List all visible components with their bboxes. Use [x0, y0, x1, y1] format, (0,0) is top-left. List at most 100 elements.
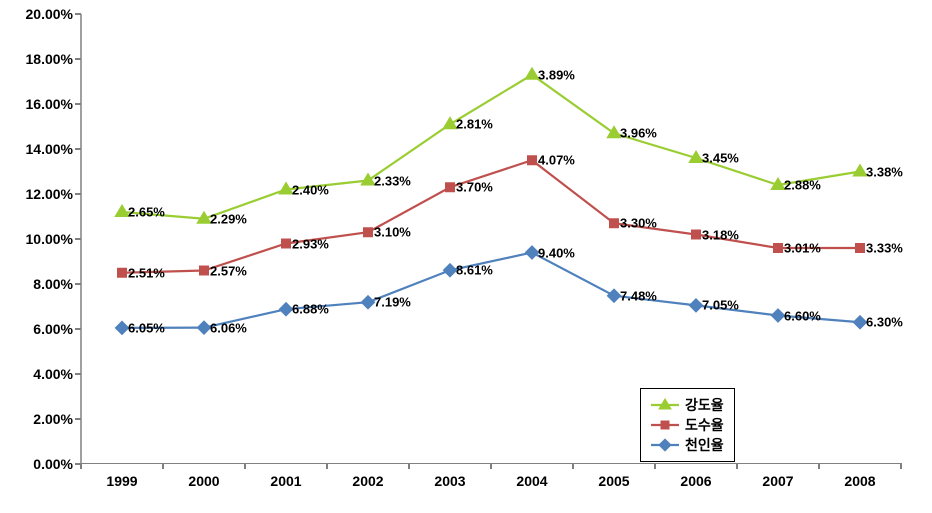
legend-item: 도수율 [651, 415, 724, 435]
data-label: 6.88% [292, 302, 329, 317]
data-label: 6.30% [866, 315, 903, 330]
x-axis-tick-mark [326, 463, 328, 469]
series-marker [853, 164, 867, 176]
y-axis-tick-label: 14.00% [26, 141, 73, 157]
data-label: 6.05% [128, 320, 165, 335]
series-marker [115, 205, 129, 217]
y-axis-tick-mark [75, 148, 81, 150]
series-marker [197, 321, 210, 334]
data-label: 3.30% [620, 216, 657, 231]
series-marker [856, 244, 865, 253]
y-axis-tick-label: 6.00% [33, 321, 73, 337]
data-label: 2.33% [374, 173, 411, 188]
data-label: 3.18% [702, 227, 739, 242]
x-axis-tick-label: 2005 [598, 473, 629, 489]
data-label: 3.10% [374, 225, 411, 240]
series-marker [692, 230, 701, 239]
line-chart: 0.00% 2.00% 4.00% 6.00% 8.00% 10.00% 12.00% 14.… [0, 0, 932, 513]
data-label: 6.06% [210, 320, 247, 335]
x-axis-tick-mark [572, 463, 574, 469]
x-axis-tick-mark [162, 463, 164, 469]
series-marker [118, 268, 127, 277]
y-axis-tick-mark [75, 58, 81, 60]
data-label: 2.57% [210, 263, 247, 278]
data-label: 3.96% [620, 126, 657, 141]
y-axis-tick-mark [75, 13, 81, 15]
series-marker [115, 321, 128, 334]
legend-label: 강도율 [685, 395, 724, 415]
legend-label: 도수율 [685, 415, 724, 435]
y-axis-tick-mark [75, 418, 81, 420]
x-axis-tick-mark [736, 463, 738, 469]
y-axis-tick-label: 4.00% [33, 366, 73, 382]
series-marker [279, 303, 292, 316]
y-axis-tick-mark [75, 193, 81, 195]
data-label: 3.33% [866, 241, 903, 256]
y-axis-tick-mark [75, 238, 81, 240]
y-axis-tick-label: 10.00% [26, 231, 73, 247]
series-marker [689, 299, 702, 312]
series-marker [525, 68, 539, 80]
data-label: 2.51% [128, 265, 165, 280]
series-marker [610, 219, 619, 228]
chart-svg [81, 14, 901, 464]
y-axis-tick-mark [75, 103, 81, 105]
data-label: 2.88% [784, 178, 821, 193]
series-marker [774, 244, 783, 253]
y-axis-tick-label: 12.00% [26, 186, 73, 202]
x-axis-tick-mark [818, 463, 820, 469]
x-axis-tick-mark [408, 463, 410, 469]
x-axis-tick-label: 2002 [352, 473, 383, 489]
x-axis-tick-mark [900, 463, 902, 469]
y-axis-tick-mark [75, 283, 81, 285]
legend-swatch [651, 398, 679, 412]
x-axis-tick-label: 2006 [680, 473, 711, 489]
x-axis-tick-mark [490, 463, 492, 469]
data-label: 7.05% [702, 298, 739, 313]
series-marker [361, 296, 374, 309]
y-axis-tick-label: 16.00% [26, 96, 73, 112]
series-marker [853, 316, 866, 329]
series-marker [607, 126, 621, 138]
series-marker [443, 117, 457, 129]
y-axis-tick-label: 20.00% [26, 6, 73, 22]
x-axis-tick-label: 2001 [270, 473, 301, 489]
data-label: 8.61% [456, 263, 493, 278]
series-marker [200, 266, 209, 275]
data-label: 7.48% [620, 288, 657, 303]
legend-label: 천인율 [685, 435, 724, 455]
data-label: 2.93% [292, 236, 329, 251]
legend-swatch [651, 418, 679, 432]
series-marker [364, 228, 373, 237]
y-axis-tick-label: 18.00% [26, 51, 73, 67]
x-axis-tick-label: 2003 [434, 473, 465, 489]
legend-item: 천인율 [651, 435, 724, 455]
series-marker [771, 309, 784, 322]
series-marker [525, 246, 538, 259]
series-line [122, 75, 860, 219]
x-axis-tick-label: 1999 [106, 473, 137, 489]
data-label: 3.89% [538, 67, 575, 82]
data-label: 6.60% [784, 308, 821, 323]
data-label: 2.81% [456, 117, 493, 132]
plot-area: 0.00%2.00%4.00%6.00%8.00%10.00%12.00%14.… [80, 14, 900, 464]
series-marker [361, 173, 375, 185]
data-label: 3.01% [784, 241, 821, 256]
legend-swatch [651, 438, 679, 452]
data-label: 2.40% [292, 182, 329, 197]
x-axis-tick-label: 2007 [762, 473, 793, 489]
series-marker [282, 239, 291, 248]
x-axis-tick-mark [244, 463, 246, 469]
y-axis-tick-mark [75, 373, 81, 375]
y-axis-tick-mark [75, 328, 81, 330]
series-marker [446, 183, 455, 192]
data-label: 4.07% [538, 153, 575, 168]
x-axis-tick-label: 2008 [844, 473, 875, 489]
series-marker [607, 289, 620, 302]
y-axis-tick-label: 2.00% [33, 411, 73, 427]
series-marker [443, 264, 456, 277]
y-axis-tick-label: 0.00% [33, 456, 73, 472]
x-axis-tick-label: 2004 [516, 473, 547, 489]
data-label: 2.29% [210, 211, 247, 226]
y-axis-tick-label: 8.00% [33, 276, 73, 292]
